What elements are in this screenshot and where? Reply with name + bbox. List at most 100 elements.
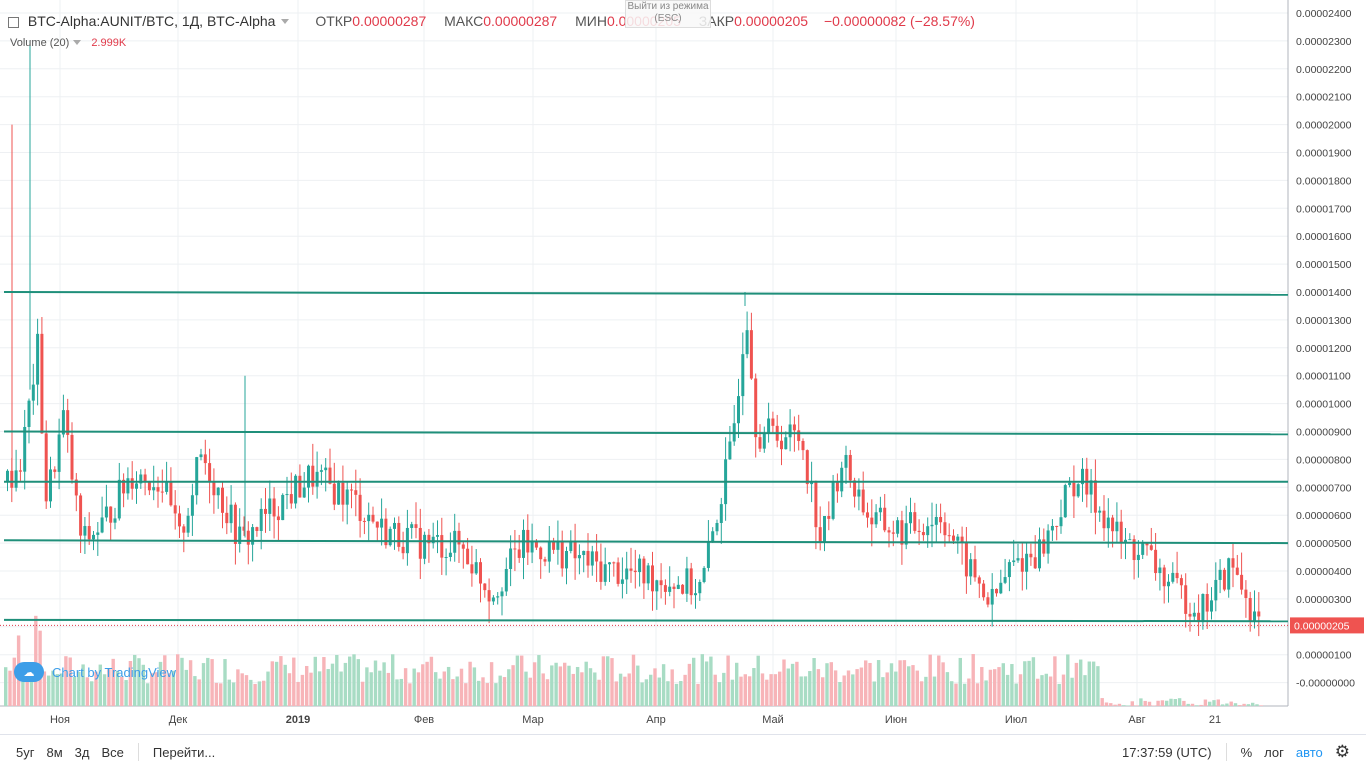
volume-bar (661, 664, 666, 706)
volume-bar (782, 659, 786, 706)
volume-bar (1061, 674, 1066, 706)
candle-body (315, 471, 319, 487)
candle-body (823, 516, 826, 542)
volume-bar (696, 683, 700, 706)
candle-body (461, 544, 465, 549)
volume-bar (1079, 659, 1083, 706)
candle-body (1175, 572, 1179, 579)
volume-bar (614, 681, 618, 706)
volume-bar (623, 676, 627, 706)
price-tick-label: 0.00001700 (1296, 203, 1352, 215)
candle-body (758, 437, 762, 449)
volume-bar (494, 683, 498, 706)
volume-bar (984, 680, 988, 706)
volume-bar (1057, 683, 1061, 706)
volume-bar (167, 673, 171, 706)
candle-body (698, 581, 702, 594)
candle-body (49, 469, 52, 502)
candle-body (246, 530, 250, 545)
candle-body (126, 478, 130, 494)
candle-body (182, 526, 186, 533)
price-chart[interactable]: 0.00002400 0.00002300 0.00002200 0.00002100… (0, 0, 1366, 734)
auto-toggle[interactable]: авто (1295, 744, 1323, 760)
candle-body (1007, 562, 1011, 578)
volume-label[interactable]: Volume (20) (10, 37, 70, 49)
volume-bar (158, 661, 163, 706)
candle-body (1162, 567, 1166, 587)
goto-button[interactable]: Перейти... (152, 744, 216, 760)
collapse-icon[interactable] (8, 16, 19, 28)
volume-bar (855, 669, 859, 706)
candle-body (117, 479, 121, 519)
exit-fullscreen-button[interactable]: Выйти из режима (ESC) (625, 0, 711, 28)
candle-body (1136, 554, 1140, 561)
volume-bar (760, 673, 765, 706)
log-toggle[interactable]: лог (1264, 744, 1284, 760)
volume-bar (743, 674, 747, 706)
candle-body (375, 521, 379, 528)
candle-body (977, 577, 981, 584)
candle-body (573, 541, 577, 559)
tradingview-watermark[interactable]: ☁ Chart by TradingView (14, 662, 176, 682)
volume-bar (704, 661, 709, 706)
candle-body (328, 467, 332, 484)
volume-bar (640, 682, 644, 706)
time-tick-label: Ноя (50, 714, 70, 726)
candle-body (504, 568, 508, 592)
volume-bar (756, 655, 760, 706)
candle-body (762, 432, 766, 449)
volume-bar (988, 669, 993, 706)
volume-bar (257, 681, 262, 706)
volume-bar (997, 667, 1001, 706)
range-8m-button[interactable]: 8м (46, 744, 63, 760)
chevron-down-icon[interactable] (281, 18, 290, 24)
volume-bar (455, 676, 459, 706)
candle-body (599, 561, 603, 582)
volume-bar (408, 683, 412, 706)
candle-body (6, 470, 9, 482)
volume-bar (197, 679, 201, 706)
bottom-toolbar: 5уг 8м 3д Все Перейти... 17:37:59 (UTC) … (0, 734, 1366, 769)
candle-body (741, 354, 745, 397)
candle-body (500, 591, 504, 597)
volume-bar (954, 683, 958, 706)
price-tick-label: 0.00000700 (1296, 482, 1352, 494)
range-all-button[interactable]: Все (101, 744, 124, 760)
price-tick-label: 0.00001900 (1296, 148, 1352, 160)
candle-body (1158, 567, 1162, 574)
volume-bar (1242, 703, 1246, 706)
range-3d-button[interactable]: 3д (74, 744, 90, 760)
volume-bar (786, 668, 790, 706)
candle-body (1227, 558, 1231, 590)
candle-body (332, 483, 336, 505)
volume-bar (692, 657, 696, 706)
candle-body (1218, 569, 1222, 580)
symbol-name[interactable]: BTC-Alpha:AUNIT/BTC, 1Д, BTC-Alpha (27, 13, 276, 29)
volume-bar (575, 666, 580, 706)
time-tick-label: Июн (885, 714, 907, 726)
volume-bar (649, 674, 653, 706)
volume-bar (1113, 704, 1117, 706)
volume-bar (42, 671, 47, 706)
volume-bar (563, 662, 567, 706)
volume-bar (821, 677, 825, 706)
percent-toggle[interactable]: % (1240, 744, 1253, 760)
volume-bar (1186, 703, 1190, 706)
volume-bar (502, 677, 507, 706)
candle-body (1081, 468, 1084, 485)
volume-bar (352, 654, 356, 706)
volume-legend: Volume (20) 2.999K (10, 37, 126, 49)
chevron-down-icon[interactable] (73, 40, 82, 46)
candle-body (104, 506, 108, 518)
candle-body (939, 516, 943, 523)
volume-bar (528, 677, 532, 706)
candle-body (577, 555, 581, 559)
candle-body (397, 522, 401, 547)
candle-body (827, 516, 831, 519)
gear-icon[interactable]: ⚙ (1334, 742, 1350, 761)
range-5y-button[interactable]: 5уг (16, 744, 35, 760)
candle-body (1149, 545, 1153, 550)
candle-body (251, 527, 255, 545)
candle-body (1119, 521, 1123, 543)
volume-bar (1053, 656, 1057, 706)
